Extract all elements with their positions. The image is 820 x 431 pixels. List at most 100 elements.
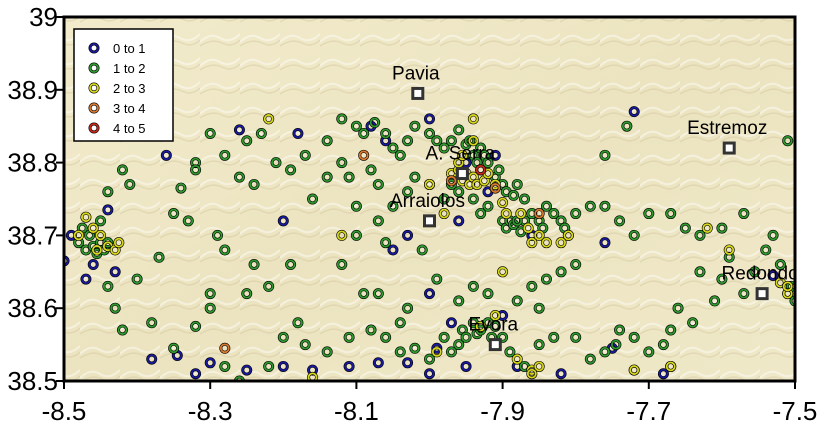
quake-point: [526, 237, 537, 248]
town-marker: [411, 86, 425, 100]
quake-point: [505, 346, 515, 357]
quake-point: [687, 317, 698, 328]
quake-point: [278, 361, 289, 372]
quake-point: [344, 332, 354, 343]
quake-point: [358, 288, 369, 299]
quake-point: [665, 325, 676, 335]
y-tick-label: 39: [29, 2, 58, 32]
quake-point: [417, 245, 428, 255]
quake-point: [322, 135, 333, 146]
quake-point: [790, 296, 795, 306]
quake-point: [468, 281, 479, 292]
quake-point: [351, 230, 362, 241]
quake-point: [457, 150, 468, 161]
quake-point: [293, 317, 303, 328]
quake-point: [490, 321, 501, 332]
quake-point: [446, 175, 457, 186]
quake-point: [453, 124, 464, 135]
quake-point: [373, 357, 384, 368]
quake-point: [271, 157, 281, 168]
quake-point: [600, 201, 610, 212]
quake-point: [782, 135, 793, 146]
quake-point: [709, 296, 720, 306]
quake-point: [665, 361, 676, 372]
quake-point: [548, 208, 559, 219]
quake-point: [490, 183, 501, 193]
quake-point: [738, 208, 749, 219]
quake-point: [366, 164, 376, 175]
town-label: Estremoz: [687, 118, 767, 139]
quake-point: [373, 215, 384, 226]
quake-point: [263, 281, 274, 292]
legend: 0 to 1 1 to 2 2 to 3 3 to 4 4 to 5: [73, 28, 174, 142]
legend-symbol: [89, 83, 99, 93]
quake-point: [483, 157, 493, 168]
quake-point: [508, 190, 519, 201]
quake-point: [190, 321, 201, 332]
quake-point: [183, 215, 194, 226]
quake-point: [453, 215, 464, 226]
quake-point: [124, 179, 135, 190]
quake-point: [263, 361, 274, 372]
quake-point: [88, 223, 99, 234]
quake-point: [475, 208, 486, 219]
quake-point: [475, 164, 486, 175]
x-tick-label: -7.5: [773, 396, 818, 426]
quake-point: [154, 252, 164, 263]
quake-point: [724, 245, 735, 255]
quake-point: [501, 208, 512, 219]
quake-point: [548, 332, 559, 343]
quake-point: [439, 332, 450, 343]
quake-point: [117, 325, 128, 335]
quake-point: [621, 121, 632, 132]
quake-point: [205, 128, 216, 139]
quake-point: [205, 303, 216, 314]
quake-point: [717, 274, 727, 284]
quake-point: [497, 197, 508, 208]
quake-point: [351, 121, 362, 132]
quake-point: [219, 245, 230, 255]
quake-point: [446, 346, 457, 357]
quake-point: [373, 288, 384, 299]
quake-point: [424, 128, 435, 139]
quake-point: [168, 343, 179, 354]
quake-point: [629, 365, 640, 375]
town-label: Evora: [468, 315, 518, 336]
quake-point: [322, 346, 333, 357]
town-label: Pavia: [392, 63, 440, 84]
quake-point: [380, 128, 391, 139]
quake-point: [373, 179, 384, 190]
quake-point: [95, 215, 106, 226]
quake-point: [380, 332, 391, 343]
quake-point: [219, 361, 230, 372]
quake-point: [113, 237, 124, 248]
quake-point: [453, 296, 464, 306]
quake-point: [475, 321, 486, 332]
quake-point: [132, 274, 143, 284]
quake-point: [81, 212, 91, 223]
quake-point: [490, 310, 501, 321]
town-markers: Pavia A. Serra Arraiolos Estremoz Redondo Evo…: [390, 63, 795, 352]
quake-point: [110, 266, 121, 277]
quake-point: [212, 230, 223, 241]
quake-point: [453, 339, 464, 350]
x-tick-label: -8.3: [188, 396, 233, 426]
quake-point: [102, 205, 113, 215]
quake-point: [512, 354, 523, 365]
quake-point: [768, 230, 778, 241]
quake-point: [512, 296, 523, 306]
quake-point: [497, 266, 508, 277]
legend-label: 3 to 4: [113, 101, 146, 116]
quake-point: [278, 332, 289, 343]
town-label: Arraiolos: [390, 191, 465, 212]
quake-point: [161, 150, 172, 161]
quake-point: [234, 172, 245, 183]
quake-point: [395, 317, 406, 328]
quake-point: [614, 325, 625, 335]
quake-point: [534, 303, 545, 314]
quake-point: [344, 172, 354, 183]
quake-point: [556, 266, 566, 277]
quake-point: [512, 179, 523, 190]
quake-point: [81, 274, 91, 284]
